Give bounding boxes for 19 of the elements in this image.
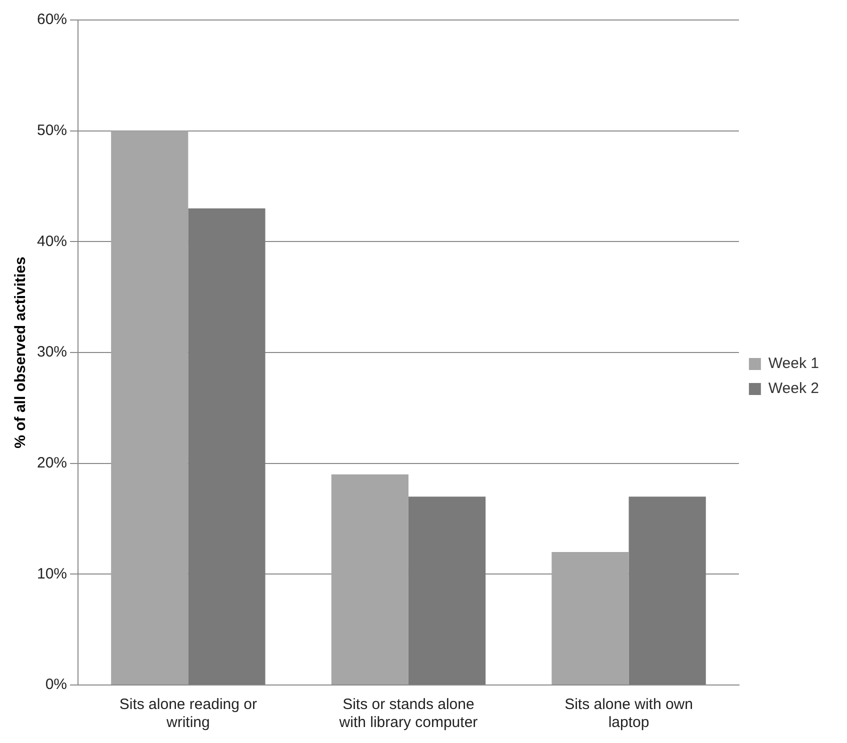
bar <box>628 496 706 684</box>
y-tick-label: 0% <box>45 676 68 694</box>
y-tick-label: 40% <box>36 232 68 250</box>
y-axis-title: % of all observed activities <box>12 256 30 448</box>
legend-label: Week 1 <box>768 355 820 372</box>
x-tick-label: Sits or stands alone with library computer <box>338 696 478 732</box>
bar <box>188 208 266 684</box>
y-tick-label: 60% <box>36 11 68 28</box>
bar <box>331 474 408 684</box>
bar <box>111 130 188 684</box>
y-tick-label: 30% <box>36 344 68 361</box>
y-tick-label: 10% <box>36 565 68 582</box>
y-tick-label: 20% <box>36 454 68 472</box>
legend-label: Week 2 <box>768 380 820 398</box>
x-tick-label: Sits alone reading or writing <box>119 696 257 732</box>
bar <box>408 496 486 684</box>
bar <box>552 552 629 684</box>
x-tick-label: Sits alone with own laptop <box>564 696 693 732</box>
y-tick-label: 50% <box>36 122 68 139</box>
